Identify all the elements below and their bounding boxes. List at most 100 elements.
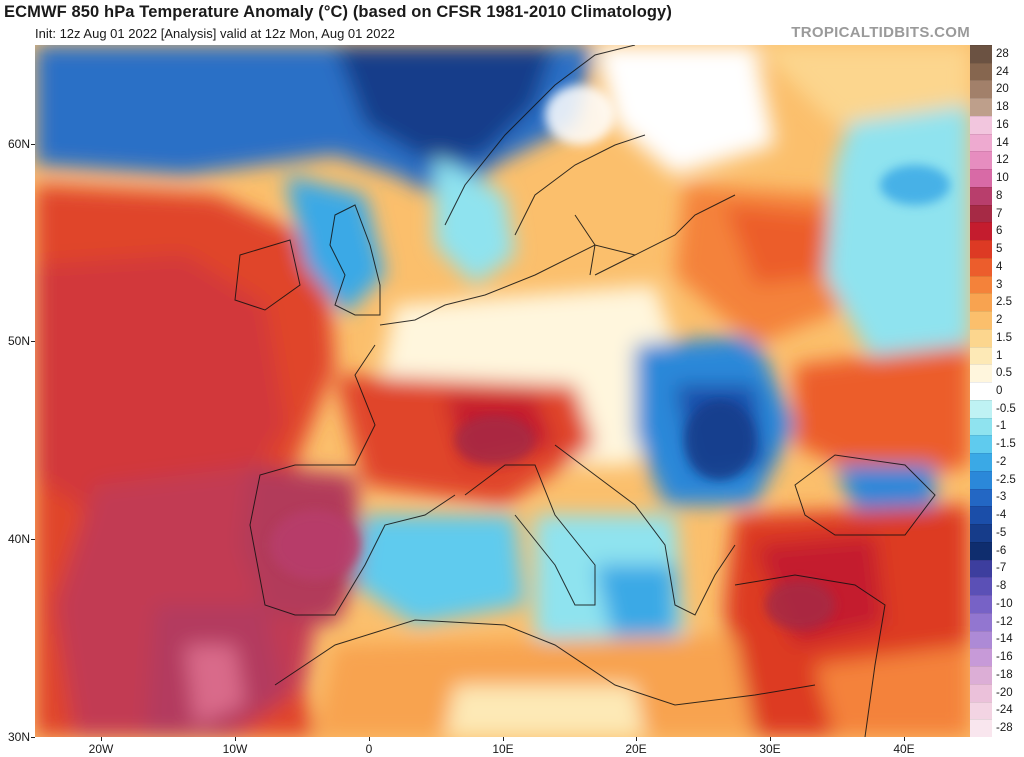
colorbar-label: 24	[996, 65, 1009, 78]
colorbar-swatch	[970, 62, 992, 81]
colorbar-swatch	[970, 541, 992, 561]
colorbar-swatch	[970, 506, 992, 525]
colorbar-label: 2.5	[996, 296, 1012, 309]
colorbar-label: -7	[996, 562, 1007, 575]
colorbar-swatch	[970, 382, 992, 401]
map-title: ECMWF 850 hPa Temperature Anomaly (°C) (…	[4, 3, 672, 21]
colorbar-swatch	[970, 595, 992, 614]
colorbar-label: -5	[996, 526, 1007, 539]
colorbar	[970, 45, 992, 738]
colorbar-swatch	[970, 257, 992, 277]
y-tick	[31, 144, 35, 145]
colorbar-label: 1.5	[996, 331, 1012, 344]
colorbar-swatch	[970, 204, 992, 223]
map-subtitle: Init: 12z Aug 01 2022 [Analysis] valid a…	[35, 26, 395, 41]
colorbar-label: -12	[996, 615, 1013, 628]
colorbar-label: -4	[996, 509, 1007, 522]
colorbar-swatch	[970, 311, 992, 330]
colorbar-label: 5	[996, 243, 1003, 256]
colorbar-swatch	[970, 98, 992, 117]
colorbar-swatch	[970, 399, 992, 419]
colorbar-label: -0.5	[996, 402, 1016, 415]
colorbar-label: -20	[996, 686, 1013, 699]
colorbar-label: 8	[996, 189, 1003, 202]
colorbar-swatch	[970, 364, 992, 383]
coastlines	[234, 45, 936, 737]
colorbar-swatch	[970, 275, 992, 294]
colorbar-label: 12	[996, 154, 1009, 167]
colorbar-label: 10	[996, 172, 1009, 185]
colorbar-swatch	[970, 115, 992, 135]
colorbar-swatch	[970, 683, 992, 702]
colorbar-label: -1	[996, 420, 1007, 433]
colorbar-swatch	[970, 186, 992, 206]
colorbar-swatch	[970, 666, 992, 685]
colorbar-label: -10	[996, 597, 1013, 610]
colorbar-swatch	[970, 559, 992, 578]
colorbar-swatch	[970, 470, 992, 490]
colorbar-label: 6	[996, 225, 1003, 238]
colorbar-swatch	[970, 328, 992, 348]
colorbar-label: -6	[996, 544, 1007, 557]
x-tick	[904, 737, 905, 741]
x-tick	[235, 737, 236, 741]
colorbar-swatch	[970, 346, 992, 365]
x-label-30e: 30E	[759, 742, 781, 756]
colorbar-swatch	[970, 240, 992, 259]
colorbar-swatch	[970, 577, 992, 596]
colorbar-swatch	[970, 453, 992, 472]
colorbar-label: 28	[996, 47, 1009, 60]
colorbar-swatch	[970, 293, 992, 312]
colorbar-label: 20	[996, 83, 1009, 96]
x-label-20e: 20E	[625, 742, 647, 756]
colorbar-swatch	[970, 151, 992, 170]
x-tick	[503, 737, 504, 741]
colorbar-label: -16	[996, 651, 1013, 664]
x-label-0: 0	[365, 742, 373, 756]
colorbar-swatch	[970, 417, 992, 436]
y-tick	[31, 737, 35, 738]
colorbar-swatch	[970, 222, 992, 241]
colorbar-label: -3	[996, 491, 1007, 504]
colorbar-label: -18	[996, 668, 1013, 681]
colorbar-label: 1	[996, 349, 1003, 362]
colorbar-swatch	[970, 488, 992, 507]
x-tick	[636, 737, 637, 741]
y-label-50n: 50N	[7, 334, 30, 348]
colorbar-label: 18	[996, 101, 1009, 114]
colorbar-label: 2	[996, 314, 1003, 327]
colorbar-label: -8	[996, 580, 1007, 593]
anomaly-map	[35, 45, 970, 737]
colorbar-label: 16	[996, 118, 1009, 131]
colorbar-swatch	[970, 169, 992, 188]
colorbar-swatch	[970, 80, 992, 99]
colorbar-swatch	[970, 612, 992, 632]
y-label-30n: 30N	[7, 730, 30, 744]
colorbar-label: -14	[996, 633, 1013, 646]
y-tick	[31, 341, 35, 342]
colorbar-label: -2.5	[996, 473, 1016, 486]
colorbar-label: -24	[996, 704, 1013, 717]
colorbar-swatch	[970, 133, 992, 152]
x-tick	[101, 737, 102, 741]
y-label-60n: 60N	[7, 137, 30, 151]
colorbar-label: 3	[996, 278, 1003, 291]
colorbar-label: 0.5	[996, 367, 1012, 380]
colorbar-label: 4	[996, 260, 1003, 273]
y-label-40n: 40N	[7, 532, 30, 546]
colorbar-swatch	[970, 630, 992, 649]
x-label-10w: 10W	[222, 742, 248, 756]
anomaly-field	[35, 45, 970, 737]
colorbar-label: 7	[996, 207, 1003, 220]
colorbar-swatch	[970, 701, 992, 720]
colorbar-swatch	[970, 435, 992, 454]
x-label-40e: 40E	[893, 742, 915, 756]
colorbar-label: 14	[996, 136, 1009, 149]
colorbar-label: -2	[996, 455, 1007, 468]
colorbar-swatch	[970, 45, 992, 64]
x-tick	[369, 737, 370, 741]
x-label-20w: 20W	[88, 742, 114, 756]
y-tick	[31, 539, 35, 540]
colorbar-swatch	[970, 648, 992, 667]
colorbar-swatch	[970, 719, 992, 738]
